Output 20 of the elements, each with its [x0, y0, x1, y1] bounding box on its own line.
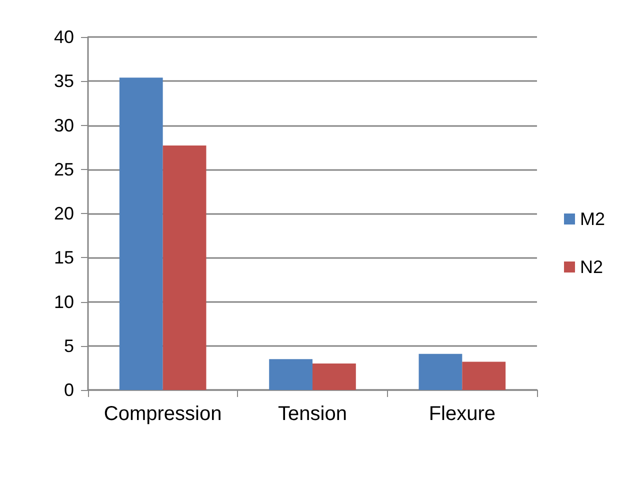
- y-tick-label: 40: [54, 27, 74, 47]
- legend-label: N2: [580, 257, 604, 277]
- y-tick-label: 30: [54, 115, 74, 136]
- bar: [462, 362, 506, 390]
- y-tick-label: 5: [64, 336, 74, 356]
- y-tick-label: 0: [64, 380, 74, 400]
- bar: [269, 359, 312, 390]
- bar: [162, 146, 206, 390]
- legend-label: M2: [580, 209, 606, 229]
- x-tick-label: Compression: [104, 403, 222, 425]
- y-tick-label: 15: [54, 248, 74, 268]
- bar: [119, 78, 163, 390]
- bar: [312, 364, 356, 390]
- x-tick-label: Flexure: [428, 403, 496, 425]
- bar: [418, 354, 462, 390]
- y-tick-label: 20: [54, 204, 74, 224]
- y-tick-label: 10: [54, 292, 74, 312]
- y-tick-label: 35: [54, 71, 74, 92]
- x-tick-label: Tension: [278, 403, 347, 425]
- y-tick-label: 25: [54, 159, 74, 180]
